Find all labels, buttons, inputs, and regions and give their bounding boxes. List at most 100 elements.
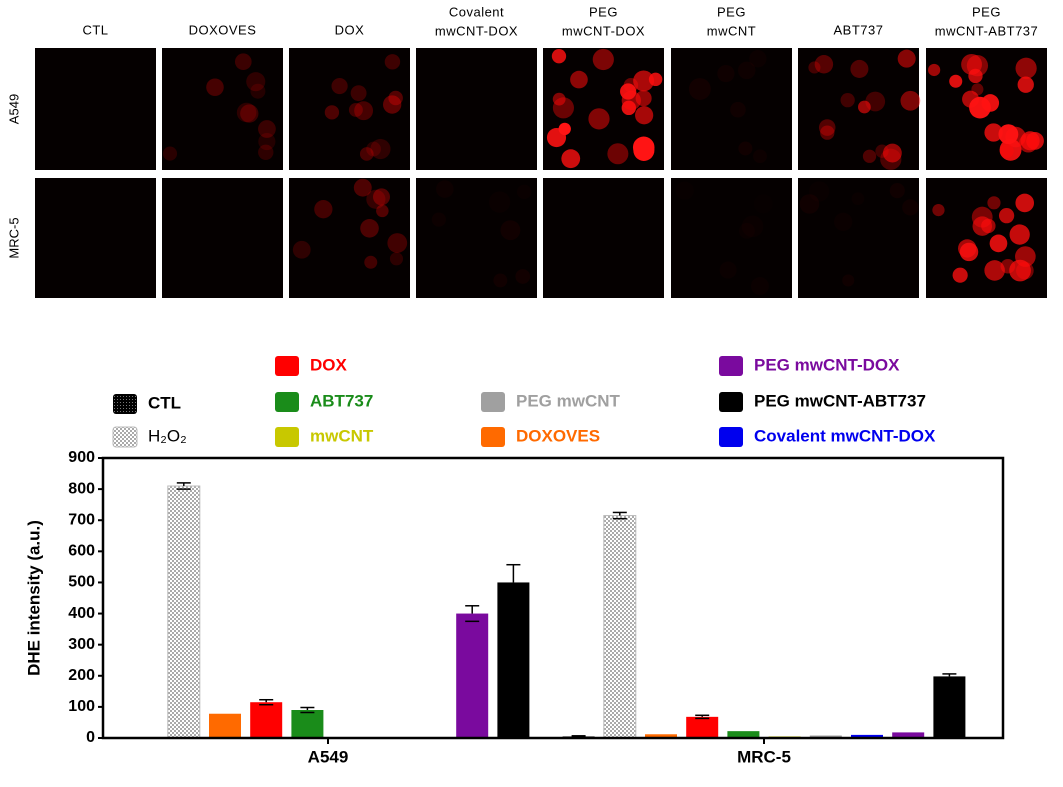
cell — [366, 141, 381, 157]
micrograph — [798, 178, 919, 298]
cell — [517, 185, 532, 200]
legend-label: CTL — [148, 393, 181, 412]
cell — [987, 196, 1001, 210]
legend-swatch — [275, 427, 299, 447]
cell — [370, 138, 391, 160]
micrograph — [35, 48, 156, 170]
cell — [959, 242, 979, 262]
cell — [376, 204, 389, 218]
cell — [246, 72, 266, 92]
cell — [206, 78, 224, 97]
cell — [1015, 57, 1037, 79]
cell — [359, 147, 374, 161]
cell — [840, 92, 855, 108]
legend-label: PEG mwCNT-ABT737 — [754, 391, 926, 410]
legend-label: PEG mwCNT-DOX — [754, 355, 900, 374]
cell — [620, 83, 637, 100]
legend-swatch — [112, 426, 138, 448]
cell — [858, 100, 871, 114]
cell — [882, 143, 902, 163]
cell — [500, 220, 521, 241]
cell — [808, 61, 821, 74]
column-label: mwCNT-DOX — [435, 23, 518, 38]
cell — [558, 122, 571, 136]
y-tick-label: 0 — [86, 729, 95, 746]
cell — [552, 97, 574, 119]
cell — [850, 59, 869, 78]
legend-label: mwCNT — [310, 426, 374, 445]
cell — [889, 183, 905, 199]
column-label: mwCNT — [707, 23, 756, 38]
cell — [258, 133, 276, 151]
legend-label: DOX — [310, 355, 348, 374]
micrograph — [289, 178, 410, 298]
bar — [645, 734, 677, 738]
bar — [851, 734, 883, 738]
legend-swatch — [481, 427, 505, 447]
cell — [739, 223, 755, 239]
bar — [892, 732, 925, 738]
cell — [751, 277, 769, 295]
cell — [353, 178, 372, 197]
cell — [258, 144, 274, 160]
cell — [236, 102, 257, 123]
legend-swatch — [719, 392, 743, 412]
cell — [717, 64, 735, 83]
legend-label: DOXOVES — [516, 426, 600, 445]
y-tick-label: 800 — [68, 480, 95, 497]
cell — [387, 233, 408, 253]
cell — [489, 191, 510, 212]
cell — [350, 85, 367, 102]
cell — [753, 149, 767, 163]
cell — [818, 119, 836, 136]
column-label: Covalent — [449, 4, 504, 19]
column-label: PEG — [717, 4, 746, 19]
cell — [754, 194, 773, 213]
x-tick-label: MRC-5 — [737, 747, 791, 766]
cell — [1009, 259, 1031, 282]
cell — [737, 61, 756, 80]
y-tick-label: 100 — [68, 698, 95, 715]
y-axis-label: DHE intensity (a.u.) — [24, 520, 43, 676]
cell — [364, 255, 378, 269]
cell — [1009, 224, 1030, 245]
cell — [384, 54, 401, 70]
cell — [998, 124, 1019, 145]
cell — [949, 74, 963, 88]
y-tick-label: 900 — [68, 449, 95, 466]
column-label: CTL — [82, 22, 108, 37]
cell — [515, 269, 531, 284]
column-label: ABT737 — [834, 22, 884, 37]
cell — [688, 78, 711, 101]
micrograph — [162, 48, 283, 170]
cell — [834, 213, 852, 231]
bar — [933, 676, 966, 738]
cell — [588, 108, 610, 130]
cell — [635, 106, 654, 125]
row-label: MRC-5 — [6, 217, 21, 258]
y-tick-label: 300 — [68, 636, 95, 653]
bar — [686, 716, 719, 738]
cell — [968, 68, 983, 84]
micrograph — [543, 178, 664, 298]
y-tick-label: 200 — [68, 667, 95, 684]
legend-label: PEG mwCNT — [516, 391, 621, 410]
cell — [814, 55, 834, 74]
cell — [932, 203, 945, 217]
bar — [456, 613, 489, 738]
y-tick-label: 500 — [68, 574, 95, 591]
bar — [167, 485, 201, 739]
cell — [981, 218, 996, 234]
cell — [984, 260, 1005, 281]
legend-swatch — [719, 427, 743, 447]
cell — [360, 219, 379, 238]
column-label: mwCNT-DOX — [562, 23, 645, 38]
cell — [999, 144, 1014, 159]
micrograph — [416, 48, 537, 170]
cell — [998, 208, 1015, 224]
legend-swatch — [113, 394, 137, 414]
cell — [162, 146, 178, 161]
cell — [1017, 76, 1034, 93]
cell — [738, 141, 753, 156]
